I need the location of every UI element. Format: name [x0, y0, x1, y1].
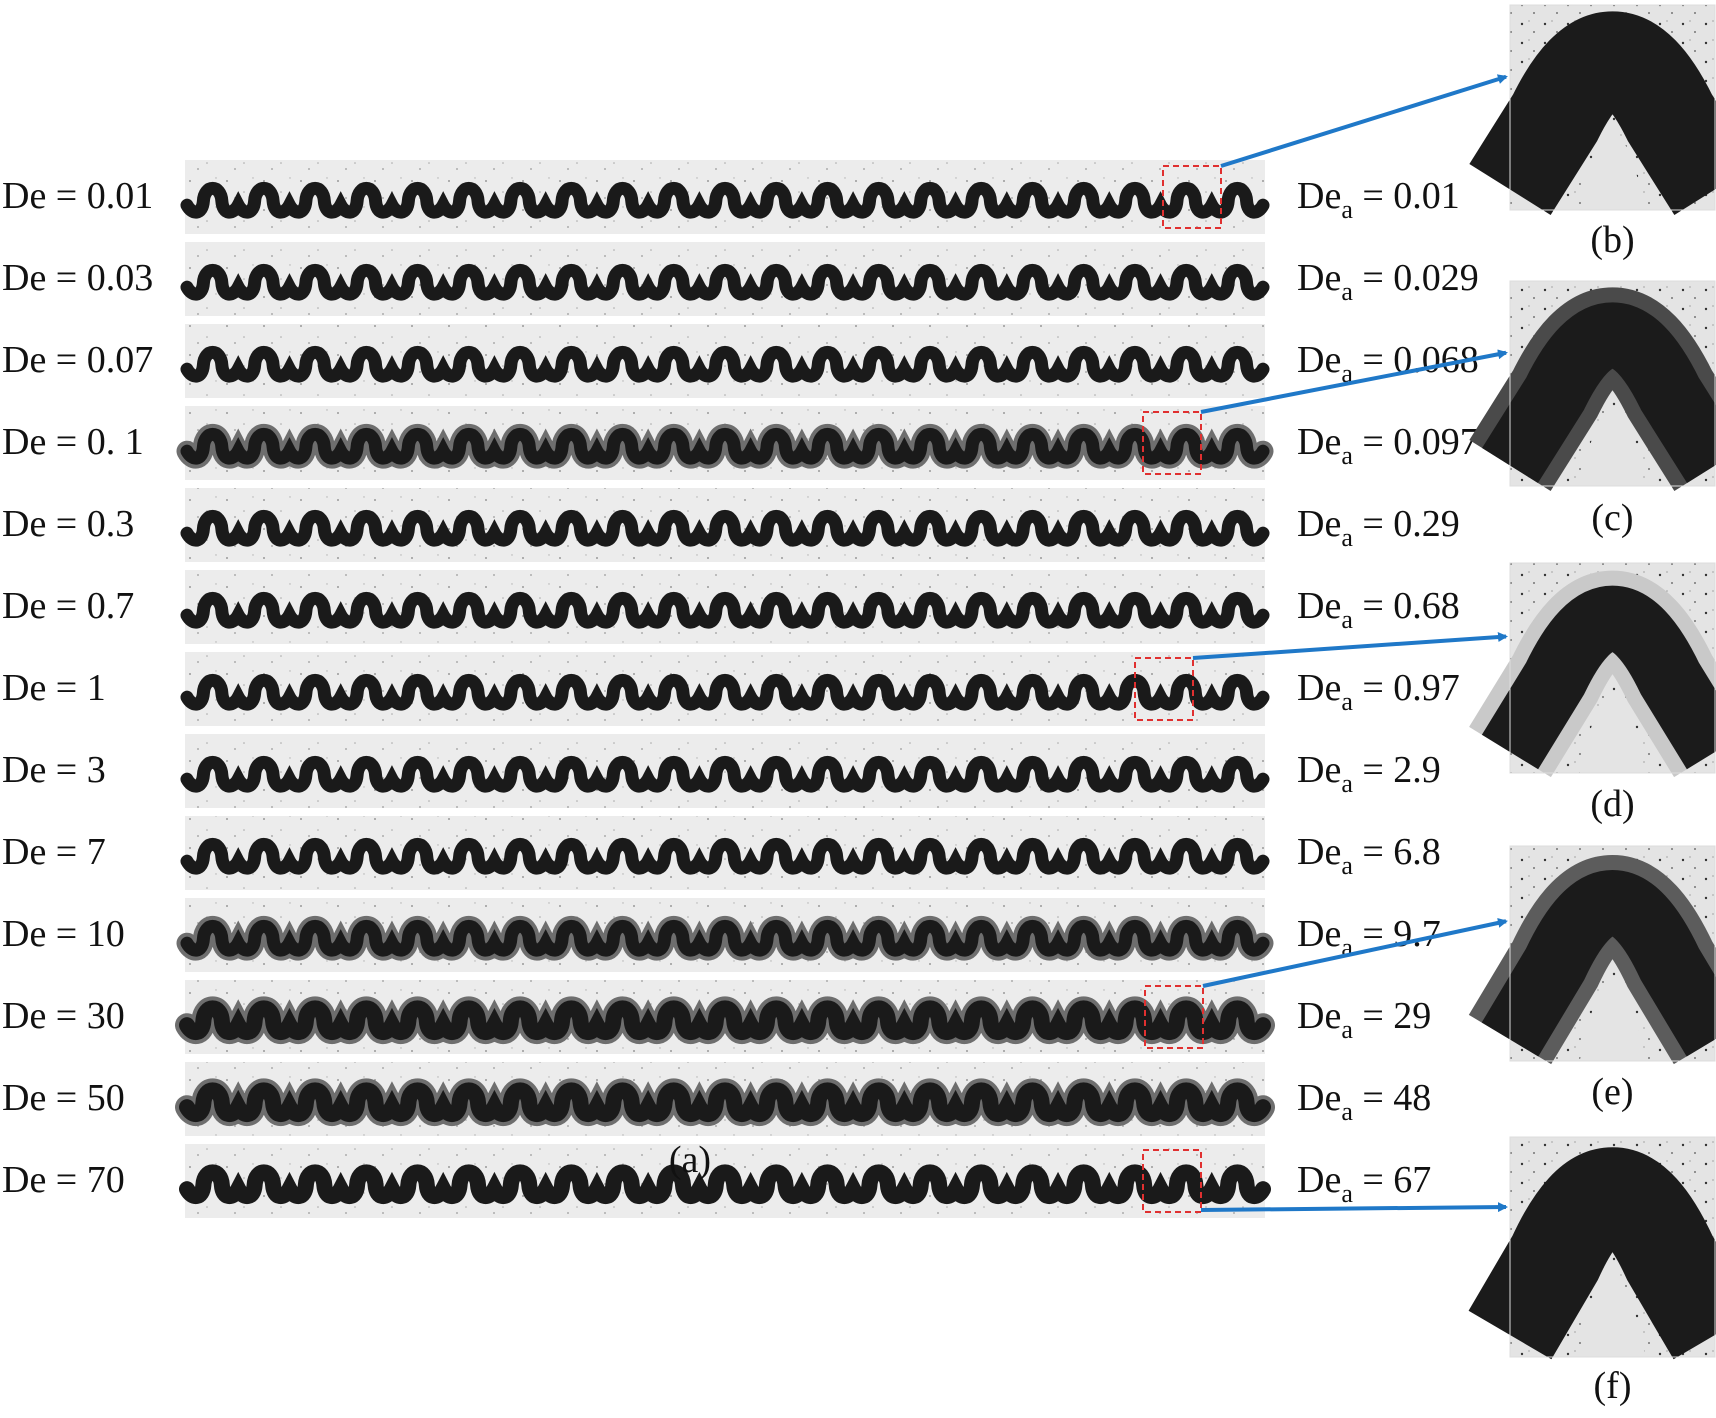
inset-fluid-core — [1481, 870, 1716, 1057]
zoom-arrow — [1192, 632, 1508, 660]
dea-label: Dea = 6.8 — [1297, 831, 1441, 880]
de-labels: De = 0.01 De = 0.03 De = 0.07 De = 0. 1 De =… — [2, 175, 153, 1201]
de-label: De = 0.01 — [2, 175, 153, 217]
inset-obstacle — [1579, 133, 1646, 210]
dea-label: Dea = 0.29 — [1297, 503, 1460, 552]
channel-strip — [185, 734, 1265, 808]
zoom-inset — [1468, 1136, 1716, 1360]
dea-label: Dea = 0.097 — [1297, 421, 1479, 470]
channel-row — [176, 406, 1274, 480]
channel-image-rows — [175, 160, 1275, 1218]
de-label: De = 3 — [2, 749, 106, 791]
dea-labels: Dea = 0.01 Dea = 0.029 Dea = 0.068 Dea = 0.… — [1297, 175, 1479, 1208]
de-label: De = 50 — [2, 1077, 125, 1119]
zoom-insets: (b) (c) (d) (e) (f) — [1468, 4, 1716, 1407]
de-label: De = 0. 1 — [2, 421, 144, 463]
inset-obstacle — [1579, 409, 1646, 486]
inset-caption: (b) — [1590, 219, 1634, 261]
channel-row — [180, 816, 1270, 890]
channel-row — [180, 570, 1270, 644]
dea-label: Dea = 0.029 — [1297, 257, 1479, 306]
dea-label: Dea = 0.068 — [1297, 339, 1479, 388]
channel-fluid-path — [180, 510, 1270, 547]
channel-fluid-path — [180, 592, 1270, 629]
channel-fluid-path — [179, 1000, 1271, 1041]
channel-fluid-path — [180, 428, 1270, 465]
dea-label: Dea = 2.9 — [1297, 749, 1441, 798]
inset-obstacle — [1579, 694, 1646, 773]
channel-strip — [185, 324, 1265, 398]
zoom-arrows — [1192, 74, 1508, 1213]
dea-label: Dea = 67 — [1297, 1159, 1431, 1208]
inset-caption: (e) — [1591, 1071, 1633, 1113]
dea-label: Dea = 0.97 — [1297, 667, 1460, 716]
inset-border — [1509, 280, 1716, 487]
de-label: De = 1 — [2, 667, 106, 709]
dea-label: Dea = 9.7 — [1297, 913, 1441, 962]
inset-obstacle — [1579, 980, 1646, 1061]
channel-strip — [185, 242, 1265, 316]
channel-fluid-path — [180, 674, 1270, 711]
de-label: De = 0.03 — [2, 257, 153, 299]
channel-row — [180, 242, 1270, 316]
zoom-arrow — [1202, 918, 1508, 988]
de-label: De = 10 — [2, 913, 125, 955]
de-label: De = 30 — [2, 995, 125, 1037]
channel-fluid-path — [179, 1164, 1271, 1205]
zoom-inset — [1469, 280, 1716, 492]
inset-border — [1509, 1136, 1716, 1358]
de-label: De = 0.3 — [2, 503, 134, 545]
channel-row — [175, 1062, 1275, 1136]
channel-fluid-path — [179, 1082, 1271, 1123]
channel-row — [175, 980, 1275, 1054]
dea-label: Dea = 0.68 — [1297, 585, 1460, 634]
inset-caption: (f) — [1594, 1365, 1632, 1407]
inset-border — [1509, 845, 1716, 1062]
zoom-arrow — [1200, 1202, 1508, 1213]
dea-label: Dea = 29 — [1297, 995, 1431, 1044]
zoom-arrow — [1220, 74, 1508, 168]
channel-row — [180, 734, 1270, 808]
channel-row — [180, 488, 1270, 562]
channel-strip — [185, 488, 1265, 562]
channel-strip — [185, 570, 1265, 644]
channel-strip — [185, 652, 1265, 726]
channel-fluid-path — [180, 346, 1270, 383]
zoom-arrow — [1200, 349, 1508, 414]
inset-fluid-core — [1481, 585, 1716, 770]
inset-fluid-core — [1468, 1147, 1716, 1360]
channel-fluid-path — [180, 756, 1270, 793]
inset-caption: (c) — [1591, 497, 1633, 539]
channel-row — [180, 324, 1270, 398]
channel-fluid-path — [180, 920, 1270, 957]
channel-fluid-path — [180, 838, 1270, 875]
zoom-inset — [1469, 562, 1716, 778]
main-caption: (a) — [669, 1139, 711, 1181]
de-label: De = 0.7 — [2, 585, 134, 627]
channel-strip — [185, 160, 1265, 234]
channel-row — [176, 898, 1274, 972]
channel-row — [179, 1144, 1271, 1218]
de-label: De = 7 — [2, 831, 106, 873]
channel-row — [180, 652, 1270, 726]
inset-fluid-core — [1469, 11, 1716, 216]
channel-fluid-path — [180, 264, 1270, 301]
de-label: De = 70 — [2, 1159, 125, 1201]
channel-strip — [185, 1144, 1265, 1218]
inset-caption: (d) — [1590, 783, 1634, 825]
dea-label: Dea = 0.01 — [1297, 175, 1460, 224]
de-label: De = 0.07 — [2, 339, 153, 381]
inset-border — [1509, 4, 1716, 211]
dea-label: Dea = 48 — [1297, 1077, 1431, 1126]
channel-fluid-path — [180, 182, 1270, 219]
zoom-inset — [1468, 845, 1716, 1065]
inset-obstacle — [1579, 1274, 1646, 1357]
zoom-inset — [1469, 4, 1716, 216]
inset-border — [1509, 562, 1716, 774]
channel-row — [180, 160, 1270, 234]
channel-strip — [185, 816, 1265, 890]
inset-fluid-core — [1482, 302, 1716, 484]
